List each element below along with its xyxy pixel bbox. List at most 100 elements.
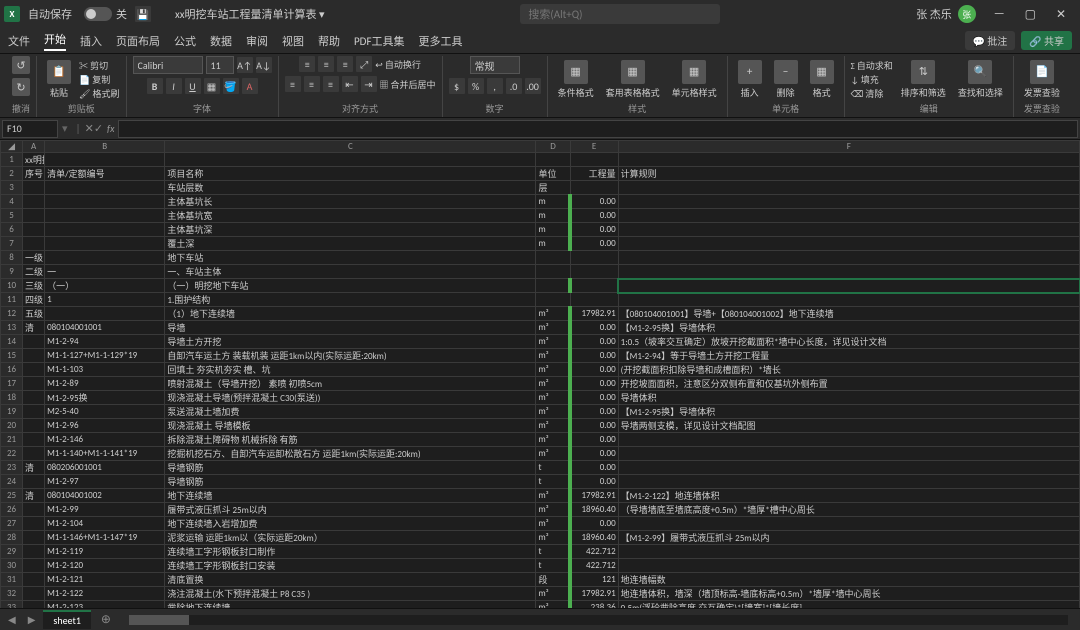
- spreadsheet[interactable]: ◢ A B C D E F 1xx明挖车站工程量清单计算表2序号清单/定额编号项…: [0, 140, 1080, 608]
- cell[interactable]: [536, 153, 570, 167]
- menu-insert[interactable]: 插入: [80, 33, 102, 49]
- table-row[interactable]: 32M1-2-122浇注混凝土(水下预拌混凝土 P8 C35 )m³17982.…: [1, 587, 1080, 601]
- cell[interactable]: 17982.91: [570, 307, 618, 321]
- cell[interactable]: [23, 559, 45, 573]
- table-row[interactable]: 3车站层数层: [1, 181, 1080, 195]
- table-row[interactable]: 14M1-2-94导墙土方开挖m³0.001:0.5（坡率交互确定）放坡开挖截面…: [1, 335, 1080, 349]
- cell[interactable]: [23, 531, 45, 545]
- table-row[interactable]: 29M1-2-119连续墙工字形钢板封口制作t422.712: [1, 545, 1080, 559]
- namebox-chevron-icon[interactable]: ▾: [62, 122, 68, 135]
- cell[interactable]: 080104001001: [45, 321, 165, 335]
- row-header[interactable]: 32: [1, 587, 23, 601]
- cell[interactable]: 0.00: [570, 419, 618, 433]
- cell[interactable]: 0.00: [570, 209, 618, 223]
- row-header[interactable]: 31: [1, 573, 23, 587]
- cell[interactable]: M1-2-121: [45, 573, 165, 587]
- table-row[interactable]: 16M1-1-103回填土 夯实机夯实 槽、坑m³0.00(开挖截面积扣除导墙和…: [1, 363, 1080, 377]
- cell[interactable]: [23, 391, 45, 405]
- cell[interactable]: m³: [536, 363, 570, 377]
- row-header[interactable]: 24: [1, 475, 23, 489]
- cell[interactable]: [45, 307, 165, 321]
- cell[interactable]: [165, 153, 536, 167]
- cell[interactable]: 18960.40: [570, 531, 618, 545]
- table-row[interactable]: 27M1-2-104地下连续墙入岩增加费m³0.00: [1, 517, 1080, 531]
- minimize-button[interactable]: —: [984, 7, 1015, 21]
- comment-button[interactable]: 💬 批注: [965, 31, 1016, 50]
- menu-view[interactable]: 视图: [282, 33, 304, 49]
- avatar[interactable]: 张: [958, 5, 976, 23]
- cell[interactable]: （一）明挖地下车站: [165, 279, 536, 293]
- cell[interactable]: 开挖坡面面积，注意区分双侧布置和仅基坑外侧布置: [618, 377, 1079, 391]
- cell[interactable]: m: [536, 209, 570, 223]
- cell[interactable]: [570, 265, 618, 279]
- menu-more[interactable]: 更多工具: [419, 33, 463, 49]
- cell[interactable]: M1-2-122: [45, 587, 165, 601]
- cell[interactable]: 工程量: [570, 167, 618, 181]
- row-header[interactable]: 1: [1, 153, 23, 167]
- cell[interactable]: [618, 461, 1079, 475]
- font-size[interactable]: [206, 56, 234, 74]
- row-header[interactable]: 5: [1, 209, 23, 223]
- cell[interactable]: M1-1-103: [45, 363, 165, 377]
- menu-help[interactable]: 帮助: [318, 33, 340, 49]
- cell[interactable]: 覆土深: [165, 237, 536, 251]
- cell[interactable]: M1-2-96: [45, 419, 165, 433]
- cell[interactable]: 422.712: [570, 559, 618, 573]
- menu-formula[interactable]: 公式: [174, 33, 196, 49]
- cell[interactable]: 18960.40: [570, 503, 618, 517]
- cell[interactable]: M1-2-99: [45, 503, 165, 517]
- cell[interactable]: 二级: [23, 265, 45, 279]
- cell[interactable]: M1-2-104: [45, 517, 165, 531]
- row-header[interactable]: 11: [1, 293, 23, 307]
- cell[interactable]: [618, 545, 1079, 559]
- font-name[interactable]: [133, 56, 203, 74]
- cell[interactable]: 连续墙工字形钢板封口制作: [165, 545, 536, 559]
- tab-nav-last-icon[interactable]: ▶: [24, 613, 40, 626]
- cell[interactable]: 计算规则: [618, 167, 1079, 181]
- row-header[interactable]: 3: [1, 181, 23, 195]
- row-header[interactable]: 16: [1, 363, 23, 377]
- table-row[interactable]: 21M1-2-146拆除混凝土障碍物 机械拆除 有筋m³0.00: [1, 433, 1080, 447]
- cell[interactable]: [23, 237, 45, 251]
- row-header[interactable]: 15: [1, 349, 23, 363]
- cell[interactable]: 车站层数: [165, 181, 536, 195]
- align-right-icon[interactable]: ≡: [323, 76, 339, 92]
- cell[interactable]: [23, 363, 45, 377]
- cell[interactable]: [570, 153, 618, 167]
- align-top-icon[interactable]: ≡: [299, 56, 315, 72]
- cell[interactable]: 一级: [23, 251, 45, 265]
- cell[interactable]: 喷射混凝土（导墙开挖） 素喷 初喷5cm: [165, 377, 536, 391]
- cell[interactable]: [23, 601, 45, 609]
- cell[interactable]: 【M1-2-99】履带式液压抓斗 25m以内: [618, 531, 1079, 545]
- cell[interactable]: [618, 475, 1079, 489]
- cell[interactable]: 凿除地下连续墙: [165, 601, 536, 609]
- cell[interactable]: 清: [23, 461, 45, 475]
- cell[interactable]: [23, 573, 45, 587]
- row-header[interactable]: 21: [1, 433, 23, 447]
- cell[interactable]: 238.36: [570, 601, 618, 609]
- cancel-formula-icon[interactable]: ✕: [85, 122, 94, 135]
- table-row[interactable]: 20M1-2-96现浇混凝土 导墙模板m²0.00导墙两侧支模，详见设计文档配图: [1, 419, 1080, 433]
- cell[interactable]: 泥浆运输 运距1km以（实际运距20km）: [165, 531, 536, 545]
- cell[interactable]: m³: [536, 587, 570, 601]
- cell[interactable]: m³: [536, 349, 570, 363]
- wrap-button[interactable]: ↩ 自动换行: [375, 58, 421, 71]
- cell[interactable]: m³: [536, 405, 570, 419]
- cell[interactable]: m: [536, 223, 570, 237]
- cell[interactable]: M1-1-146+M1-1-147*19: [45, 531, 165, 545]
- cell[interactable]: 【M1-2-122】地连墙体积: [618, 489, 1079, 503]
- row-header[interactable]: 27: [1, 517, 23, 531]
- row-header[interactable]: 26: [1, 503, 23, 517]
- cell[interactable]: [45, 209, 165, 223]
- cell[interactable]: 0.00: [570, 377, 618, 391]
- cell[interactable]: 1:0.5（坡率交互确定）放坡开挖截面积*墙中心长度，详见设计文档: [618, 335, 1079, 349]
- cell[interactable]: [570, 251, 618, 265]
- row-header[interactable]: 23: [1, 461, 23, 475]
- table-row[interactable]: 13清080104001001导墙m³0.00【M1-2-95换】导墙体积: [1, 321, 1080, 335]
- cell[interactable]: m³: [536, 391, 570, 405]
- table-row[interactable]: 4主体基坑长m0.00: [1, 195, 1080, 209]
- cell[interactable]: [618, 279, 1079, 293]
- cell[interactable]: 自卸汽车运土方 装载机装 运距1km以内(实际运距:20km): [165, 349, 536, 363]
- formula-input[interactable]: [118, 120, 1078, 138]
- cell[interactable]: 0.00: [570, 349, 618, 363]
